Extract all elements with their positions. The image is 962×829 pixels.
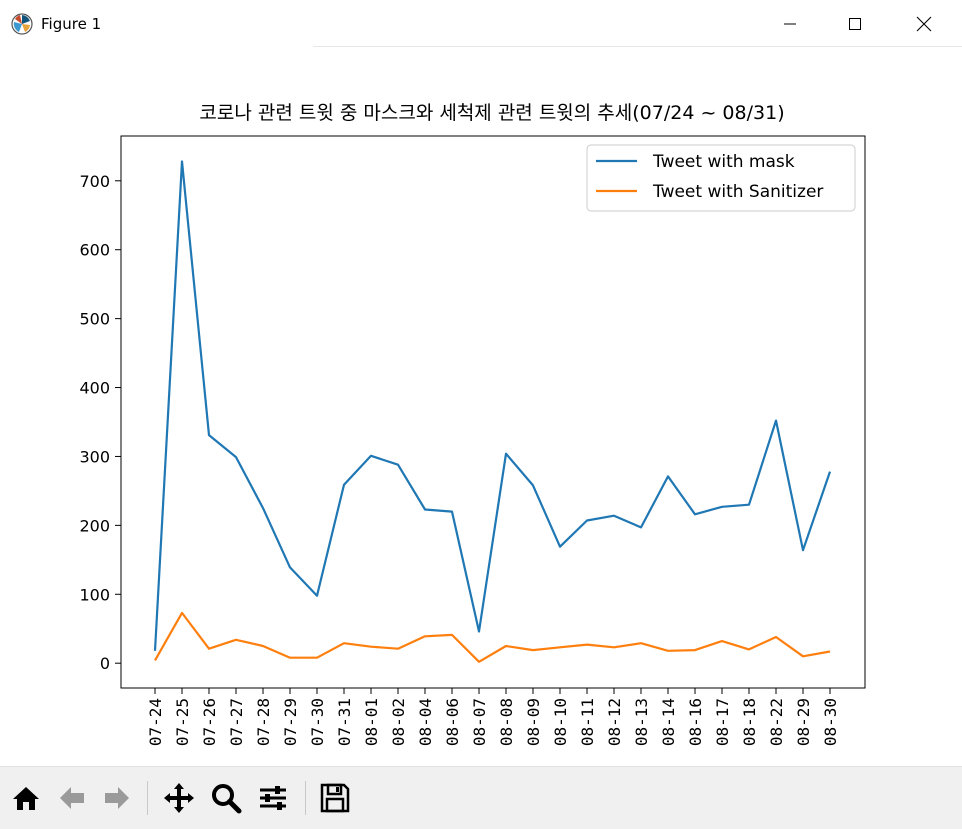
y-tick-label: 600 xyxy=(79,241,110,260)
minimize-button[interactable] xyxy=(767,0,813,48)
configure-subplots-button[interactable] xyxy=(254,779,292,817)
x-tick-label: 08-17 xyxy=(713,698,732,746)
x-tick-label: 08-16 xyxy=(686,698,705,746)
forward-icon xyxy=(105,787,129,809)
toolbar-separator xyxy=(147,781,148,815)
axis-ticks: 0 100 200 300 400 500 600 700 07-24 07-25 07-26 07-… xyxy=(79,172,840,746)
window-titlebar: Figure 1 xyxy=(0,0,962,48)
x-tick-label: 08-22 xyxy=(767,698,786,746)
x-tick-label: 08-06 xyxy=(443,698,462,746)
titlebar-divider xyxy=(313,46,962,47)
x-tick-label: 08-11 xyxy=(578,698,597,746)
minimize-icon xyxy=(784,23,796,25)
x-tick-label: 08-02 xyxy=(389,698,408,746)
maximize-icon xyxy=(849,18,861,30)
series-line-0 xyxy=(153,160,832,651)
close-icon xyxy=(916,16,932,32)
x-tick-label: 07-26 xyxy=(200,698,219,746)
y-tick-label: 400 xyxy=(79,379,110,398)
legend-frame xyxy=(586,144,856,212)
x-tick-label: 08-30 xyxy=(821,698,840,746)
matplotlib-icon xyxy=(11,13,33,35)
x-tick-label: 08-29 xyxy=(794,698,813,746)
save-button[interactable] xyxy=(316,779,354,817)
back-button[interactable] xyxy=(53,779,91,817)
navigation-toolbar xyxy=(0,766,962,829)
x-tick-label: 07-27 xyxy=(227,698,246,746)
line-chart: 코로나 관련 트윗 중 마스크와 세척제 관련 트윗의 추세(07/24 ~ 0… xyxy=(79,102,866,746)
toolbar-separator xyxy=(305,781,306,815)
x-tick-label: 08-04 xyxy=(416,698,435,746)
plot-frame xyxy=(120,135,866,689)
x-tick-label: 08-14 xyxy=(659,698,678,746)
configure-subplots-icon xyxy=(260,786,286,810)
maximize-button[interactable] xyxy=(832,0,878,48)
home-button[interactable] xyxy=(7,779,45,817)
zoom-icon xyxy=(212,784,242,814)
pan-icon xyxy=(164,783,194,813)
save-icon xyxy=(320,783,350,813)
close-button[interactable] xyxy=(901,0,947,48)
x-tick-label: 07-25 xyxy=(173,698,192,746)
x-tick-label: 08-13 xyxy=(632,698,651,746)
x-tick-label: 08-01 xyxy=(362,698,381,746)
y-tick-label: 700 xyxy=(79,172,110,191)
x-tick-label: 08-18 xyxy=(740,698,759,746)
forward-button[interactable] xyxy=(98,779,136,817)
legend-label: Tweet with Sanitizer xyxy=(652,182,823,202)
series-line-1 xyxy=(154,611,831,663)
x-tick-label: 08-09 xyxy=(524,698,543,746)
x-tick-label: 08-07 xyxy=(470,698,489,746)
x-tick-label: 08-10 xyxy=(551,698,570,746)
series-lines xyxy=(153,160,832,663)
home-icon xyxy=(13,787,39,810)
zoom-button[interactable] xyxy=(207,779,245,817)
x-tick-label: 07-29 xyxy=(281,698,300,746)
legend-label: Tweet with mask xyxy=(652,152,795,172)
y-tick-label: 500 xyxy=(79,310,110,329)
x-tick-label: 07-30 xyxy=(308,698,327,746)
x-tick-label: 07-24 xyxy=(146,698,165,746)
back-icon xyxy=(60,787,84,809)
pan-button[interactable] xyxy=(160,779,198,817)
x-tick-label: 08-08 xyxy=(497,698,516,746)
x-tick-label: 07-31 xyxy=(335,698,354,746)
y-tick-label: 300 xyxy=(79,447,110,466)
y-tick-label: 0 xyxy=(100,654,110,673)
chart-title: 코로나 관련 트윗 중 마스크와 세척제 관련 트윗의 추세(07/24 ~ 0… xyxy=(199,102,784,124)
y-tick-label: 100 xyxy=(79,585,110,604)
window-title: Figure 1 xyxy=(41,15,102,33)
legend: Tweet with mask Tweet with Sanitizer xyxy=(586,144,856,212)
x-tick-label: 07-28 xyxy=(254,698,273,746)
x-tick-label: 08-12 xyxy=(605,698,624,746)
y-tick-label: 200 xyxy=(79,516,110,535)
